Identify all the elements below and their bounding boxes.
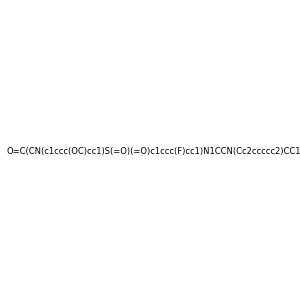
Text: O=C(CN(c1ccc(OC)cc1)S(=O)(=O)c1ccc(F)cc1)N1CCN(Cc2ccccc2)CC1: O=C(CN(c1ccc(OC)cc1)S(=O)(=O)c1ccc(F)cc1… — [7, 147, 300, 156]
